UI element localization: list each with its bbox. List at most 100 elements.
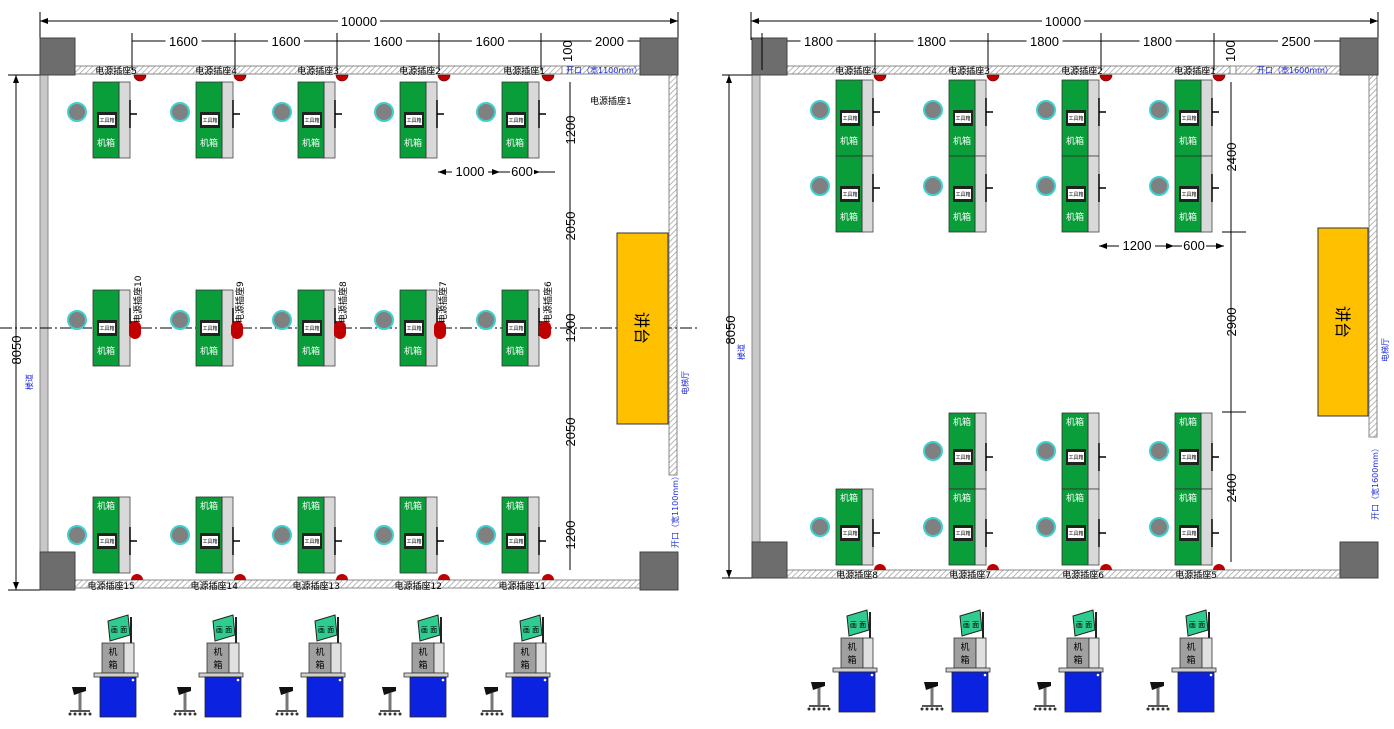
desk-surface: [403, 672, 449, 678]
toolbox-label: 工具箱: [304, 325, 319, 332]
right-top-outlet-label: 电源插座4: [835, 65, 877, 77]
chair-wheel: [1043, 707, 1047, 711]
case-text-bottom: 箱: [1186, 654, 1195, 666]
right-bottom-outlet-label: 电源插座5: [1175, 569, 1217, 581]
case-label: 机箱: [953, 135, 971, 147]
chair-wheel: [285, 712, 289, 716]
toolbox-label: 工具箱: [304, 117, 319, 124]
desk-side: [425, 496, 438, 574]
chair-wheel: [393, 712, 397, 716]
toolbox-panel: [406, 115, 422, 125]
right-opening-side-label: 开口（宽1600mm）: [1370, 444, 1380, 520]
left-aisle-1000: 1000: [456, 164, 485, 179]
power-outlet: [131, 574, 143, 580]
left-corridor-label: 楼道: [24, 374, 34, 390]
desk-side: [974, 79, 987, 157]
toolbox-panel: [406, 323, 422, 333]
chair-wheel: [275, 712, 279, 716]
left-middle-outlet-label: 电源插座10: [132, 275, 144, 323]
right-column-spacing: 1800: [804, 34, 833, 49]
case-label: 机箱: [1179, 211, 1197, 223]
chair: [67, 310, 87, 330]
chair-wheel: [490, 712, 494, 716]
right-gap-upper: 2400: [1224, 143, 1239, 172]
right-overall-width: 10000: [1045, 14, 1081, 29]
desk-side: [323, 81, 336, 159]
chair-wheel: [822, 707, 826, 711]
left-right-offset: 100: [560, 40, 575, 62]
desk-side: [425, 81, 438, 159]
chair: [923, 441, 943, 461]
desk-side: [527, 289, 540, 367]
chair-wheel: [807, 707, 811, 711]
chair-wheel: [940, 707, 944, 711]
left-row-gap-2: 2050: [563, 418, 578, 447]
left-column-spacing: 1600: [374, 34, 403, 49]
chair: [923, 100, 943, 120]
case-label: 机箱: [953, 492, 971, 504]
toolbox-panel: [304, 536, 320, 546]
toolbox-label: 工具箱: [406, 117, 421, 124]
right-right-offset: 100: [1223, 40, 1238, 62]
desk-surface: [93, 672, 139, 678]
power-outlet: [434, 321, 446, 339]
case-label: 机箱: [506, 345, 524, 357]
left-column-spacing: 1600: [476, 34, 505, 49]
monitor-label: 画 面: [963, 621, 979, 629]
pc-case-side: [1088, 637, 1100, 669]
dim-bg: [1139, 34, 1176, 48]
chair: [1036, 441, 1056, 461]
desk-side: [118, 496, 131, 574]
toolbox-panel: [955, 452, 971, 462]
chair-wheel: [188, 712, 192, 716]
power-outlet: [873, 74, 887, 82]
storage-cabinet: [951, 671, 989, 713]
desk-side: [323, 496, 336, 574]
dim-bg: [591, 34, 628, 48]
chair-wheel: [398, 712, 402, 716]
desk-side: [974, 155, 987, 233]
chair: [272, 310, 292, 330]
left-bottom-outlet-label: 电源插座12: [395, 580, 442, 592]
chair: [810, 176, 830, 196]
dim-bg: [268, 34, 304, 48]
toolbox-label: 工具箱: [202, 325, 217, 332]
case-label: 机箱: [302, 500, 320, 512]
toolbox-label: 工具箱: [508, 538, 523, 545]
left-bottom-outlet-label: 电源插座14: [191, 580, 239, 592]
case-label: 机箱: [97, 137, 115, 149]
workstation-elevation: 画 面机箱: [275, 614, 346, 718]
chair-seat: [484, 687, 498, 695]
case-text-top: 机: [108, 646, 117, 658]
desk-surface: [300, 672, 346, 678]
toolbox-panel: [1068, 528, 1084, 538]
left-stage: [616, 232, 669, 425]
pc-case-side: [330, 642, 342, 674]
toolbox-label: 工具箱: [955, 454, 970, 461]
left-row-gap-1: 2050: [563, 212, 578, 241]
chair-wheel: [1048, 707, 1052, 711]
storage-cabinet: [1177, 671, 1215, 713]
cabinet-lock: [441, 678, 445, 682]
toolbox-label: 工具箱: [406, 538, 421, 545]
desk-surface: [198, 672, 244, 678]
power-outlet: [438, 574, 450, 580]
toolbox-panel: [99, 323, 115, 333]
toolbox-panel: [842, 113, 858, 123]
monitor-label: 画 面: [850, 621, 866, 629]
left-middle-outlet-label: 电源插座7: [437, 281, 449, 323]
toolbox-label: 工具箱: [99, 325, 114, 332]
workstation-elevation: 画 面机箱: [1146, 609, 1217, 713]
dim-bg: [165, 34, 202, 48]
case-label: 机箱: [404, 137, 422, 149]
pc-case-side: [1201, 637, 1213, 669]
desk-side: [1087, 488, 1100, 566]
